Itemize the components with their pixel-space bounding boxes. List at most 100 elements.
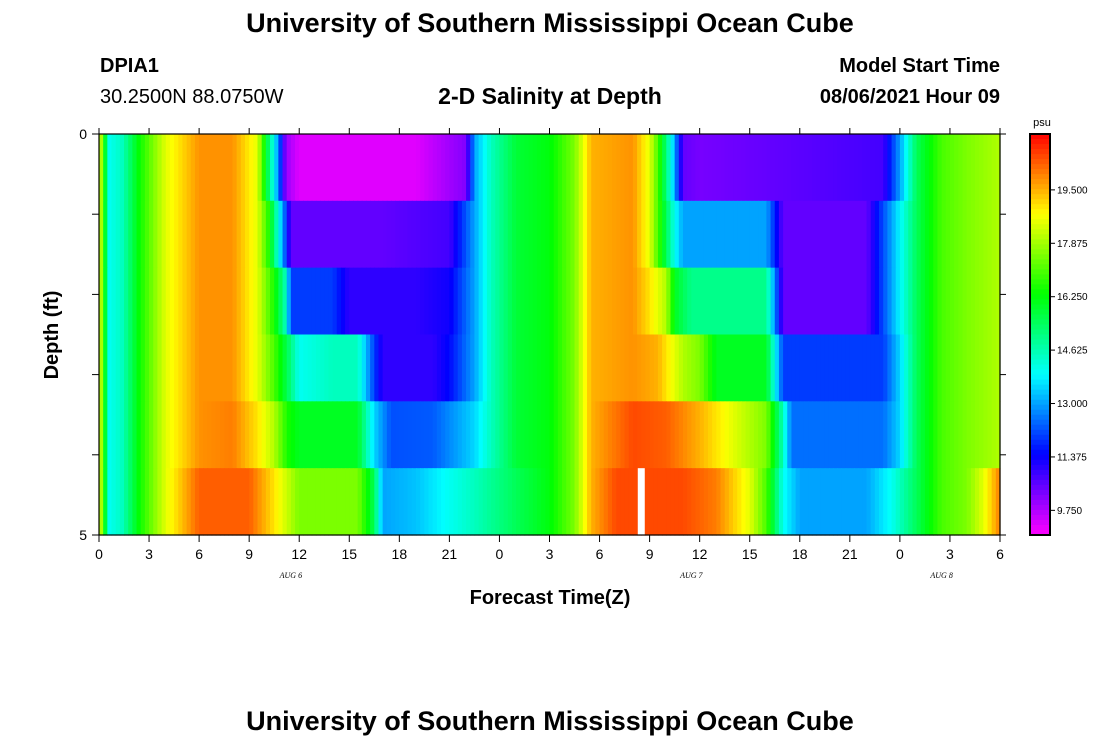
heatmap-cell	[149, 334, 154, 402]
heatmap-cell	[103, 134, 108, 202]
heatmap-cell	[970, 468, 976, 536]
heatmap-cell	[215, 468, 221, 536]
heatmap-cell	[307, 267, 313, 336]
heatmap-cell	[211, 134, 217, 202]
heatmap-cell	[929, 200, 934, 269]
heatmap-cell	[295, 334, 300, 402]
heatmap-cell	[140, 200, 146, 269]
heatmap-cell	[607, 334, 613, 402]
heatmap-cell	[253, 267, 259, 336]
heatmap-cell	[461, 401, 467, 469]
colorbar-swatch	[1030, 529, 1050, 536]
heatmap-cell	[386, 334, 392, 402]
heatmap-cell	[161, 334, 167, 402]
heatmap-cell	[753, 401, 759, 469]
heatmap-cell	[653, 267, 659, 336]
heatmap-cell	[399, 134, 405, 202]
heatmap-cell	[778, 468, 784, 536]
heatmap-cell	[929, 468, 934, 536]
heatmap-cell	[933, 468, 939, 536]
heatmap-cell	[357, 134, 363, 202]
heatmap-cell	[261, 468, 267, 536]
heatmap-cell	[766, 334, 772, 402]
heatmap-cell	[128, 468, 133, 536]
heatmap-cell	[374, 134, 380, 202]
heatmap-cell	[428, 468, 434, 536]
heatmap-cell	[511, 267, 517, 336]
heatmap-cell	[599, 468, 605, 536]
heatmap-cell	[449, 468, 455, 536]
heatmap-cell	[119, 200, 125, 269]
heatmap-cell	[820, 468, 826, 536]
heatmap-cell	[929, 267, 934, 336]
heatmap-cell	[386, 134, 392, 202]
colorbar-swatch	[1030, 179, 1050, 185]
heatmap-cell	[758, 267, 763, 336]
heatmap-cell	[274, 401, 279, 469]
heatmap-cell	[378, 134, 384, 202]
heatmap-cell	[582, 200, 588, 269]
heatmap-cell	[182, 134, 188, 202]
heatmap-cell	[954, 200, 959, 269]
colorbar-swatch	[1030, 239, 1050, 245]
heatmap-cell	[524, 200, 530, 269]
heatmap-cell	[920, 401, 926, 469]
heatmap-cell	[432, 468, 438, 536]
heatmap-cell	[708, 200, 713, 269]
heatmap-cell	[190, 200, 196, 269]
heatmap-cell	[904, 267, 909, 336]
heatmap-cell	[466, 401, 471, 469]
heatmap-cell	[174, 334, 179, 402]
heatmap-cell	[382, 334, 388, 402]
heatmap-cell	[987, 267, 993, 336]
heatmap-cell	[370, 267, 375, 336]
heatmap-cell	[578, 334, 584, 402]
heatmap-cell	[178, 134, 184, 202]
heatmap-cell	[866, 401, 872, 469]
heatmap-cell	[883, 468, 888, 536]
heatmap-cell	[157, 134, 163, 202]
missing-data-cell	[637, 468, 645, 535]
heatmap-cell	[453, 200, 459, 269]
heatmap-cell	[929, 334, 934, 402]
heatmap-cell	[115, 200, 121, 269]
heatmap-cell	[303, 267, 309, 336]
heatmap-cell	[883, 267, 888, 336]
heatmap-cell	[666, 134, 672, 202]
heatmap-cell	[311, 200, 317, 269]
heatmap-cell	[883, 334, 888, 402]
heatmap-cell	[966, 267, 972, 336]
heatmap-cell	[507, 468, 513, 536]
heatmap-cell	[353, 200, 359, 269]
heatmap-cell	[874, 134, 880, 202]
heatmap-cell	[670, 134, 676, 202]
heatmap-cell	[837, 334, 843, 402]
heatmap-cell	[286, 334, 292, 402]
heatmap-cell	[749, 134, 755, 202]
heatmap-cell	[449, 267, 455, 336]
heatmap-cell	[361, 267, 367, 336]
heatmap-cell	[937, 267, 943, 336]
heatmap-cell	[361, 401, 367, 469]
colorbar-swatch	[1030, 184, 1050, 190]
heatmap-cell	[724, 334, 730, 402]
heatmap-cell	[457, 200, 463, 269]
heatmap-cell	[491, 334, 496, 402]
heatmap-cell	[603, 401, 609, 469]
heatmap-cell	[194, 401, 200, 469]
heatmap-cell	[845, 334, 851, 402]
heatmap-cell	[486, 468, 492, 536]
heatmap-cell	[670, 200, 676, 269]
heatmap-cell	[428, 267, 434, 336]
heatmap-cell	[699, 134, 705, 202]
heatmap-cell	[169, 200, 175, 269]
heatmap-cell	[532, 401, 538, 469]
x-axis: 0 3 6 9 12 15 18 21 0 3 6 9 12 15 18 21 0 3 6 AUG 6 AUG 7 AUG…	[95, 128, 1004, 580]
heatmap-cell	[520, 401, 526, 469]
heatmap-cells	[99, 134, 1001, 536]
heatmap-cell	[979, 200, 984, 269]
heatmap-cell	[566, 134, 571, 202]
heatmap-cell	[678, 200, 684, 269]
heatmap-cell	[336, 267, 342, 336]
colorbar-tick-label: 14.625	[1057, 346, 1088, 357]
